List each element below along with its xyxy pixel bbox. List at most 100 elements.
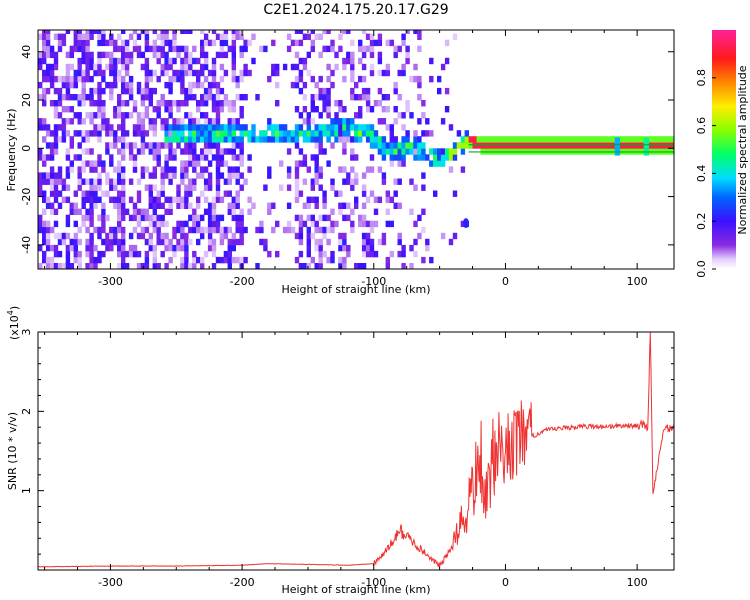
heatmap-cell — [302, 202, 308, 209]
heatmap-cell — [65, 51, 71, 59]
heatmap-cell — [326, 94, 331, 101]
heatmap-cell — [314, 226, 319, 234]
heatmap-cell — [203, 166, 209, 173]
heatmap-cell — [413, 148, 418, 155]
heatmap-cell — [160, 51, 165, 59]
heatmap-cell — [65, 256, 71, 264]
heatmap-cell — [57, 94, 63, 101]
heatmap-cell — [207, 208, 213, 215]
heatmap-cell — [409, 142, 414, 149]
heatmap-cell — [85, 63, 90, 71]
heatmap-cell — [140, 136, 146, 143]
heatmap-cell — [346, 172, 351, 179]
heatmap-cell — [397, 94, 402, 101]
heatmap-cell — [53, 100, 59, 107]
heatmap-cell — [200, 190, 205, 197]
heatmap-cell — [188, 63, 193, 71]
heatmap-cell — [409, 244, 414, 252]
heatmap-cell — [200, 136, 205, 143]
heatmap-cell — [389, 154, 394, 161]
heatmap-cell — [85, 263, 90, 269]
heatmap-cell — [57, 166, 63, 173]
snr-multiplier-close: ) — [8, 306, 21, 310]
heatmap-cell — [117, 178, 122, 185]
heatmap-cell — [247, 130, 252, 137]
heatmap-cell — [176, 51, 181, 59]
heatmap-cell — [144, 39, 150, 47]
heatmap-cell — [42, 238, 47, 246]
heatmap-cell — [389, 142, 394, 149]
heatmap-cell — [156, 160, 161, 167]
heatmap-cell — [207, 160, 213, 167]
heatmap-cell — [45, 87, 51, 95]
heatmap-cell — [196, 238, 201, 246]
heatmap-cell — [176, 220, 181, 228]
heatmap-cell — [164, 136, 169, 143]
heatmap-cell — [215, 87, 221, 95]
heatmap-cell — [302, 118, 308, 125]
heatmap-cell — [196, 160, 201, 167]
heatmap-cell — [393, 142, 398, 149]
heatmap-cell — [203, 250, 209, 258]
heatmap-cell — [310, 30, 315, 34]
heatmap-cell — [346, 178, 351, 185]
heatmap-cell — [180, 100, 185, 107]
heatmap-cell — [231, 196, 236, 203]
heatmap-cell — [42, 69, 47, 77]
heatmap-cell — [184, 238, 189, 246]
heatmap-cell — [184, 190, 189, 197]
colorbar: 0.00.20.40.60.8 Normalized spectral ampl… — [695, 30, 749, 278]
heatmap-cell — [235, 124, 240, 131]
heatmap-cell — [369, 166, 375, 173]
heatmap-cell — [156, 238, 161, 246]
heatmap-cell — [373, 136, 379, 143]
heatmap-cell — [180, 63, 185, 71]
heatmap-cell — [279, 130, 284, 137]
heatmap-cell — [239, 106, 244, 113]
heatmap-cell — [385, 263, 390, 269]
heatmap-cell — [310, 232, 315, 240]
heatmap-cell — [53, 33, 59, 40]
heatmap-cell — [196, 81, 201, 89]
heatmap-cell — [377, 57, 383, 65]
heatmap-cell — [322, 130, 327, 137]
heatmap-cell — [322, 124, 327, 131]
heatmap-cell — [215, 51, 221, 59]
heatmap-cell — [176, 75, 181, 83]
heatmap-cell — [188, 214, 193, 222]
heatmap-cell — [239, 232, 244, 240]
heatmap-cell — [168, 256, 173, 264]
heatmap-cell — [97, 63, 102, 71]
heatmap-cell — [271, 63, 276, 71]
heatmap-cell — [38, 214, 43, 222]
heatmap-cell — [275, 136, 280, 143]
heatmap-cell — [350, 69, 355, 77]
x-tick-label: 100 — [627, 275, 648, 288]
heatmap-cell — [124, 100, 130, 107]
heatmap-cell — [128, 178, 134, 185]
heatmap-cell — [188, 57, 193, 65]
heatmap-cell — [614, 137, 621, 142]
heatmap-cell — [140, 208, 146, 215]
heatmap-cell — [101, 118, 106, 125]
heatmap-cell — [267, 118, 272, 125]
heatmap-cell — [294, 106, 300, 113]
heatmap-cell — [117, 214, 122, 222]
heatmap-cell — [160, 202, 165, 209]
heatmap-cell — [172, 196, 177, 203]
heatmap-cell — [148, 232, 153, 240]
heatmap-cell — [219, 172, 225, 179]
heatmap-cell — [464, 130, 469, 137]
heatmap-cell — [207, 244, 213, 252]
heatmap-cell — [164, 63, 169, 71]
heatmap-cell — [38, 226, 43, 234]
heatmap-cell — [298, 263, 304, 269]
heatmap-cell — [302, 106, 308, 113]
heatmap-cell — [144, 250, 150, 258]
heatmap-cell — [318, 51, 323, 59]
heatmap-cell — [42, 100, 47, 107]
heatmap-cell — [310, 75, 315, 83]
heatmap-cell — [105, 63, 110, 71]
heatmap-cell — [176, 136, 181, 143]
heatmap-cell — [168, 45, 173, 53]
